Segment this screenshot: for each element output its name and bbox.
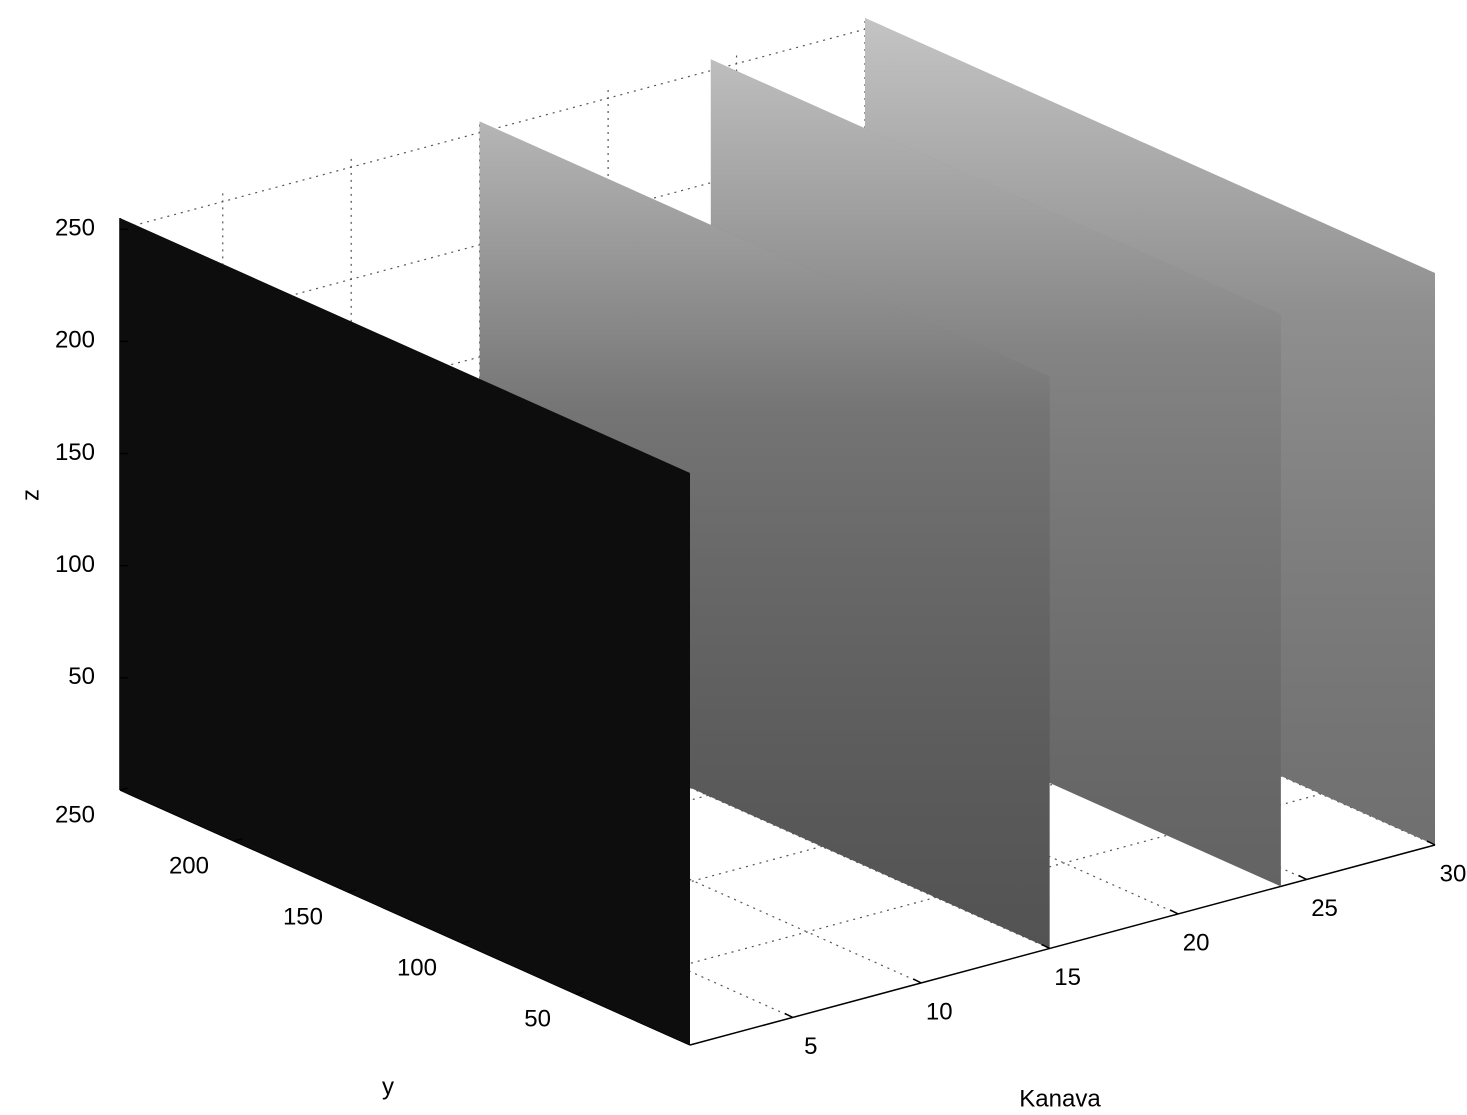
chart: z y Kanava 50 100 150 200 250 50 100 150 200 250 5…: [0, 0, 1467, 1115]
x-tick: [1299, 875, 1307, 879]
z-tick-label: 250: [55, 215, 95, 242]
x-axis-label: Kanava: [1019, 1085, 1101, 1112]
y-tick-label: 50: [524, 1005, 551, 1032]
x-tick-label: 15: [1054, 964, 1081, 991]
x-tick-label: 30: [1440, 860, 1467, 887]
x-axis: [690, 845, 1435, 1045]
z-tick-label: 50: [68, 663, 95, 690]
y-tick-label: 200: [169, 852, 209, 879]
x-tick-label: 25: [1311, 895, 1338, 922]
x-tick: [785, 1013, 793, 1017]
z-axis-label: z: [17, 489, 44, 501]
x-tick: [913, 979, 921, 983]
z-tick-label: 150: [55, 439, 95, 466]
y-axis-label: y: [382, 1073, 394, 1100]
z-tick-label: 100: [55, 551, 95, 578]
x-tick: [1170, 910, 1178, 914]
y-tick-label: 100: [397, 954, 437, 981]
x-tick-label: 10: [926, 998, 953, 1025]
y-tick-label: 250: [55, 801, 95, 828]
x-tick-label: 5: [804, 1033, 817, 1060]
y-tick-label: 150: [283, 903, 323, 930]
x-tick-label: 20: [1183, 929, 1210, 956]
z-tick-label: 200: [55, 327, 95, 354]
